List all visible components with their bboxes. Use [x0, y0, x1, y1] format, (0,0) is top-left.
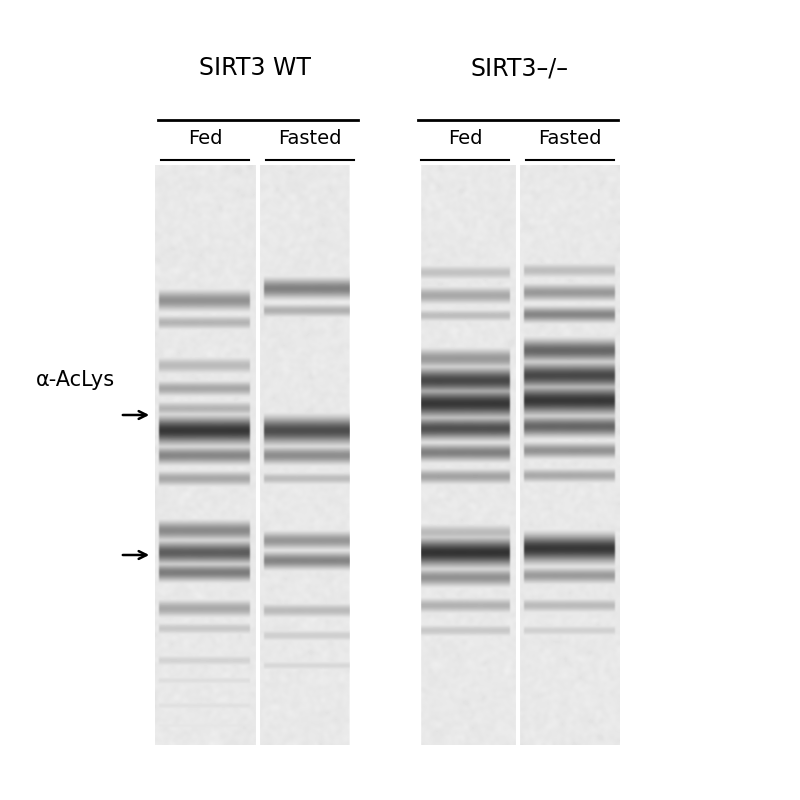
Text: SIRT3 WT: SIRT3 WT [199, 56, 311, 80]
Bar [158, 165, 358, 745]
Text: Fed: Fed [188, 129, 222, 148]
Text: Fed: Fed [448, 129, 482, 148]
Bar [418, 165, 618, 745]
Text: Fasted: Fasted [278, 129, 342, 148]
Text: α-AcLys: α-AcLys [35, 370, 114, 390]
Text: Fasted: Fasted [538, 129, 602, 148]
Text: SIRT3–/–: SIRT3–/– [471, 56, 569, 80]
